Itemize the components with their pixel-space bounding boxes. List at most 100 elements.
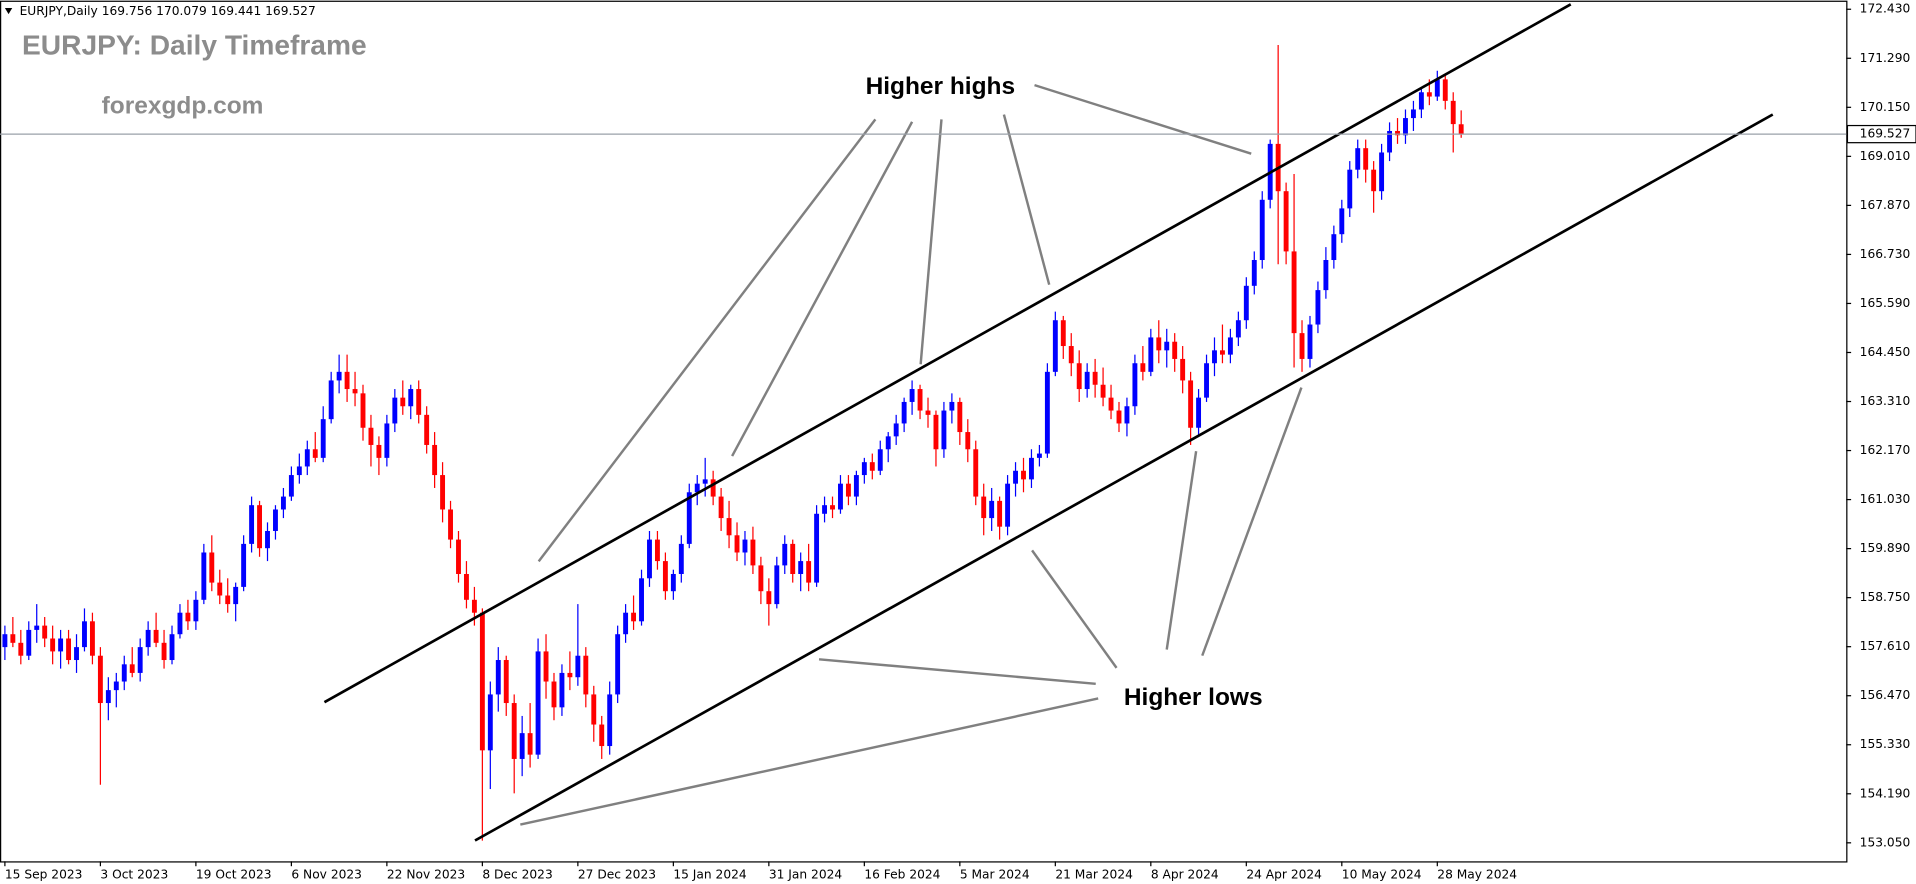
y-tick-label: 169.010 [1860,149,1911,163]
menu-arrow [4,7,13,15]
x-tick-label: 27 Dec 2023 [578,867,656,881]
candle-body [66,638,72,661]
candle-body [933,414,939,450]
candle-body [432,444,438,476]
x-tick-label: 8 Apr 2024 [1151,867,1219,881]
candle-body [750,539,756,566]
candle-body [734,535,740,553]
candle-body [654,539,660,562]
y-tick-label: 166.730 [1860,247,1911,261]
candle-body [1156,337,1162,351]
x-tick-label: 15 Jan 2024 [673,867,747,881]
candle-body [265,530,270,549]
candle-body [153,629,159,643]
candle-body [495,660,501,695]
candle-body [1036,453,1042,458]
candle-body [26,629,32,656]
candle-body [742,539,748,553]
candle-body [1196,397,1202,428]
candle-body [989,500,995,519]
candle-body [527,733,533,755]
candle-body [591,694,597,725]
pointer-line [1165,451,1198,650]
candle-body [1108,397,1114,411]
candle-body [336,371,342,381]
watermark: forexgdp.com [102,93,264,120]
candle-body [1164,341,1170,351]
y-tick-label: 164.450 [1860,345,1911,359]
candle-body [631,612,637,622]
y-tick-label: 163.310 [1860,394,1911,408]
candle-body [487,694,493,751]
candle-body [1084,371,1090,390]
candle-body [1227,337,1233,355]
upper-channel-line [323,3,1572,704]
candle-body [1307,324,1313,359]
candle-body [1052,320,1058,372]
candle-body [225,595,231,605]
candle-body [718,496,724,519]
candle-body [360,393,366,428]
candle-body [1387,130,1393,153]
pointer-line [1034,83,1252,155]
candle-body [615,634,621,695]
candle-body [1235,320,1241,338]
candle-body [1243,285,1249,321]
candle-body [2,634,8,648]
candle-body [169,634,175,661]
candle-body [774,565,780,605]
candle-body [304,449,310,467]
x-tick-label: 3 Oct 2023 [100,867,168,881]
y-tick-label: 161.030 [1860,492,1911,506]
plot-frame [0,0,1848,863]
candle-body [464,573,469,600]
candle-body [917,389,923,411]
pointer-line [1002,114,1051,285]
y-tick-label: 154.190 [1860,786,1911,800]
candle-body [877,449,883,471]
x-tick-label: 19 Oct 2023 [196,867,272,881]
lower-channel-line [474,113,1774,842]
candle-body [567,672,573,678]
candle-body [559,672,565,708]
candle-body [1148,337,1154,372]
y-tick-label: 172.430 [1860,2,1911,16]
candle-body [909,389,915,402]
y-tick-label: 170.150 [1860,100,1911,114]
candle-body [639,578,644,622]
candle-body [1410,109,1416,119]
candle-body [1013,470,1018,484]
chart-title: EURJPY: Daily Timeframe [22,30,367,61]
candle-body [1092,371,1098,385]
candle-body [535,651,541,755]
candle-body [193,599,199,622]
candle-body [901,401,907,424]
current-price-label: 169.527 [1860,127,1911,141]
candle-body [185,612,191,622]
candle-body [1116,410,1122,424]
pointer-line [1031,549,1118,669]
chart-header: EURJPY,Daily 169.756 170.079 169.441 169… [20,4,316,18]
x-tick-label: 5 Mar 2024 [960,867,1030,881]
candle-body [1044,371,1050,454]
candle-body [1355,148,1361,170]
candle-body [280,496,286,510]
y-tick-label: 171.290 [1860,51,1911,65]
candle-body [551,681,557,708]
candle-body [42,625,48,639]
candle-body [726,518,732,536]
candle-body [973,449,979,497]
candle-body [320,419,326,458]
y-tick-label: 159.890 [1860,541,1911,555]
candle-body [893,423,899,437]
candle-body [1395,130,1400,136]
candle-body [710,479,716,497]
y-tick-label: 165.590 [1860,296,1911,310]
candle-body [368,427,374,445]
candle-body [1450,100,1456,125]
candle-body [1076,363,1082,390]
y-tick-label: 158.750 [1860,590,1911,604]
candle-body [503,660,509,704]
x-tick-label: 31 Jan 2024 [769,867,843,881]
